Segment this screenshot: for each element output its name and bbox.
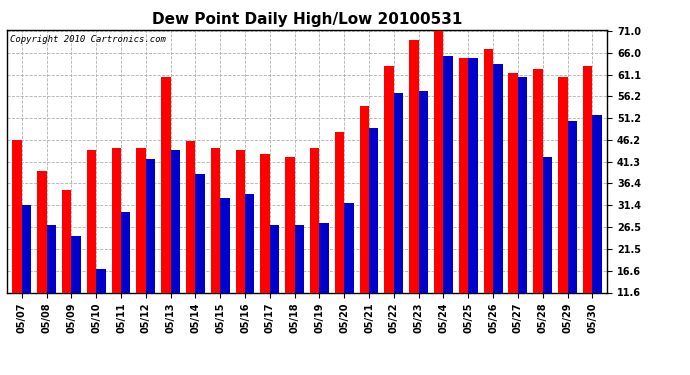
Bar	[509, 73, 518, 344]
Bar	[335, 132, 344, 344]
Bar	[319, 223, 329, 344]
Bar	[170, 150, 180, 344]
Bar	[12, 140, 22, 344]
Bar	[344, 203, 354, 344]
Bar	[62, 190, 71, 344]
Bar	[270, 225, 279, 344]
Bar	[409, 40, 419, 344]
Bar	[22, 206, 31, 344]
Bar	[220, 198, 230, 344]
Title: Dew Point Daily High/Low 20100531: Dew Point Daily High/Low 20100531	[152, 12, 462, 27]
Bar	[359, 106, 369, 344]
Bar	[87, 150, 96, 344]
Bar	[444, 56, 453, 344]
Bar	[260, 154, 270, 344]
Bar	[543, 157, 552, 344]
Bar	[137, 148, 146, 344]
Bar	[195, 174, 205, 344]
Bar	[37, 171, 47, 344]
Bar	[211, 148, 220, 344]
Bar	[245, 194, 255, 344]
Bar	[121, 211, 130, 344]
Text: Copyright 2010 Cartronics.com: Copyright 2010 Cartronics.com	[10, 35, 166, 44]
Bar	[469, 58, 477, 344]
Bar	[583, 66, 592, 344]
Bar	[384, 66, 394, 344]
Bar	[434, 32, 444, 344]
Bar	[47, 225, 56, 344]
Bar	[310, 148, 319, 344]
Bar	[96, 269, 106, 344]
Bar	[459, 58, 469, 344]
Bar	[518, 78, 527, 344]
Bar	[484, 49, 493, 344]
Bar	[493, 64, 502, 344]
Bar	[394, 93, 403, 344]
Bar	[71, 236, 81, 344]
Bar	[186, 141, 195, 344]
Bar	[161, 78, 170, 344]
Bar	[112, 148, 121, 344]
Bar	[146, 159, 155, 344]
Bar	[285, 157, 295, 344]
Bar	[533, 69, 543, 344]
Bar	[295, 225, 304, 344]
Bar	[369, 128, 379, 344]
Bar	[235, 150, 245, 344]
Bar	[592, 115, 602, 344]
Bar	[567, 122, 577, 344]
Bar	[558, 78, 567, 344]
Bar	[419, 91, 428, 344]
